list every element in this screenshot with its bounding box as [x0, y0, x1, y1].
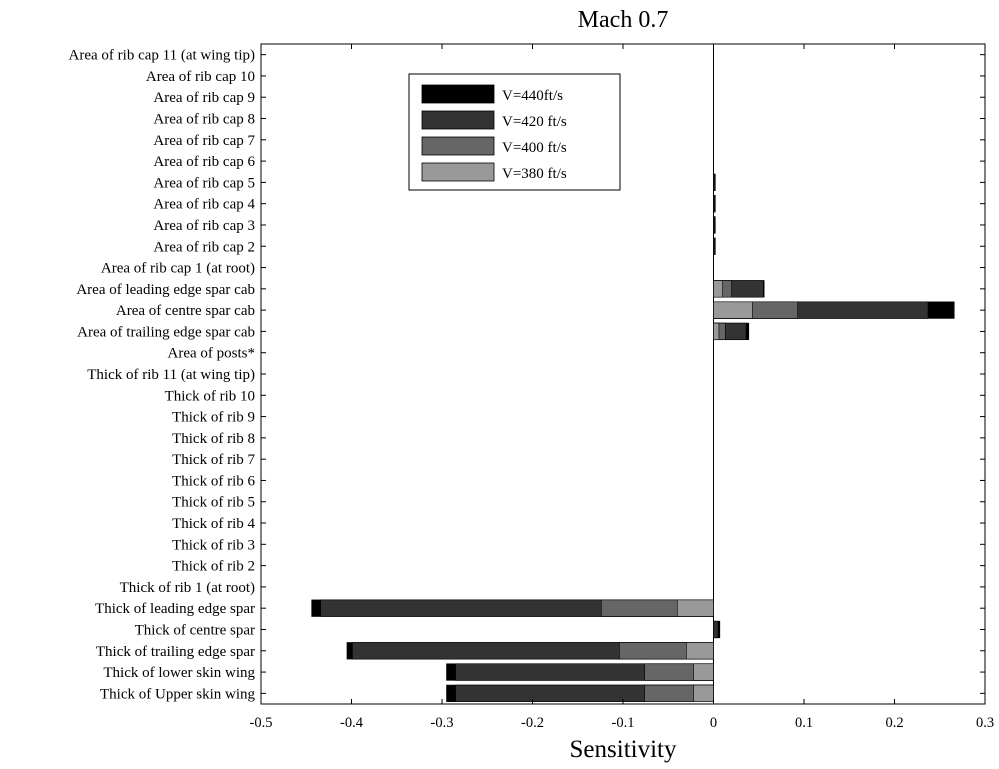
- plot-area: Area of rib cap 11 (at wing tip) Area of …: [69, 43, 994, 731]
- legend-label: V=440ft/s: [502, 88, 563, 104]
- bar-series4-cat30: [693, 663, 714, 681]
- y-tick-label: Area of rib cap 3: [153, 218, 255, 234]
- y-tick-label: Area of rib cap 4: [153, 197, 255, 213]
- x-tick-label: -0.4: [340, 715, 364, 731]
- bar-series4-cat12: [713, 280, 723, 298]
- x-tick-label: -0.5: [250, 715, 273, 731]
- y-tick-label: Area of rib cap 1 (at root): [101, 261, 255, 277]
- y-tick-label: Thick of rib 7: [172, 452, 255, 468]
- legend-label: V=380 ft/s: [502, 166, 567, 182]
- y-tick-label: Area of rib cap 11 (at wing tip): [69, 48, 255, 64]
- y-tick-label: Thick of leading edge spar: [95, 601, 255, 617]
- y-tick-label: Thick of rib 9: [172, 410, 255, 426]
- legend-swatch: [421, 110, 495, 130]
- x-tick-label: 0.1: [795, 715, 813, 731]
- x-tick-label: -0.1: [612, 715, 635, 731]
- y-tick-label: Thick of rib 2: [172, 559, 255, 575]
- y-tick-label: Area of rib cap 6: [153, 154, 255, 170]
- y-tick-label: Thick of rib 8: [172, 431, 255, 447]
- y-tick-label: Area of rib cap 9: [153, 90, 255, 106]
- bar-series2-cat7: [713, 173, 716, 191]
- x-tick-label: 0: [710, 715, 717, 731]
- y-tick-label: Area of centre spar cab: [116, 303, 255, 319]
- legend-swatch: [421, 162, 495, 182]
- y-tick-label: Thick of rib 5: [172, 495, 255, 511]
- legend-label: V=420 ft/s: [502, 114, 567, 130]
- legend-swatch: [421, 136, 495, 156]
- x-tick-label: -0.2: [521, 715, 544, 731]
- legend-swatch: [421, 84, 495, 104]
- bar-series2-cat8: [713, 195, 716, 213]
- bar-series4-cat31: [693, 684, 714, 702]
- legend-label: V=400 ft/s: [502, 140, 567, 156]
- y-tick-label: Area of posts*: [168, 346, 255, 362]
- y-tick-label: Thick of rib 4: [172, 516, 255, 532]
- y-tick-label: Area of rib cap 5: [153, 175, 255, 191]
- legend: V=440ft/s V=420 ft/s V=400 ft/s V=380 ft/s: [408, 73, 621, 191]
- bar-series4-cat29: [686, 642, 714, 660]
- bar-series2-cat28: [713, 620, 719, 639]
- x-axis-label: Sensitivity: [570, 736, 677, 763]
- y-tick-label: Thick of Upper skin wing: [100, 686, 255, 702]
- y-tick-label: Thick of centre spar: [135, 622, 255, 638]
- y-tick-label: Thick of rib 3: [172, 537, 255, 553]
- x-tick-label: 0.3: [976, 715, 994, 731]
- bar-series4-cat13: [713, 301, 753, 319]
- bar-series2-cat10: [713, 237, 716, 255]
- bar-series2-cat9: [713, 216, 716, 234]
- y-tick-label: Area of rib cap 7: [153, 133, 255, 149]
- y-tick-label: Thick of trailing edge spar: [96, 644, 255, 660]
- y-tick-label: Thick of rib 11 (at wing tip): [87, 367, 255, 383]
- bar-series4-cat14: [713, 322, 720, 341]
- y-tick-label: Thick of rib 1 (at root): [120, 580, 255, 596]
- y-tick-label: Thick of rib 10: [165, 388, 255, 404]
- y-tick-label: Area of trailing edge spar cab: [77, 324, 255, 340]
- y-tick-label: Area of rib cap 8: [153, 112, 255, 128]
- x-tick-label: 0.2: [885, 715, 903, 731]
- bar-series4-cat27: [676, 599, 714, 617]
- y-tick-label: Area of rib cap 10: [146, 69, 255, 85]
- y-tick-label: Thick of lower skin wing: [103, 665, 255, 681]
- y-tick-label: Area of leading edge spar cab: [76, 282, 255, 298]
- y-tick-label: Thick of rib 6: [172, 473, 255, 489]
- chart-title: Mach 0.7: [578, 7, 669, 33]
- y-tick-label: Area of rib cap 2: [153, 239, 255, 255]
- x-tick-label: -0.3: [431, 715, 454, 731]
